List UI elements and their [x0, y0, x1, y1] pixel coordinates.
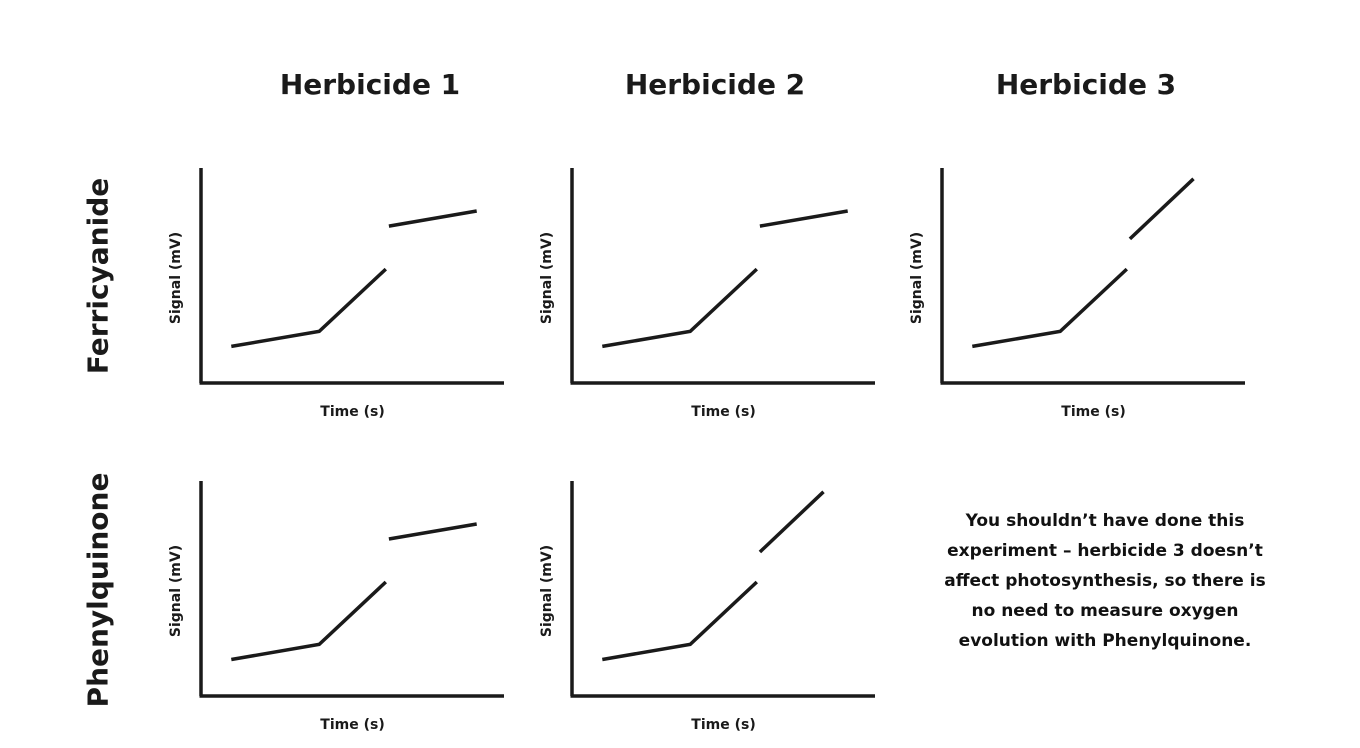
y-axis-label: Signal (mV): [909, 232, 925, 324]
y-axis-label: Signal (mV): [539, 232, 555, 324]
column-header-herbicide-1: Herbicide 1: [279, 68, 461, 101]
series-segment-1: [602, 580, 758, 662]
series-segment-2: [758, 490, 825, 554]
series-segment-2: [1128, 177, 1195, 241]
y-axis-label: Signal (mV): [168, 232, 184, 324]
x-axis-label: Time (s): [320, 404, 384, 420]
series-segment-1: [231, 267, 387, 349]
series-segment-2: [759, 209, 848, 228]
column-header-herbicide-2: Herbicide 2: [624, 68, 806, 101]
chart-panel-2: Time (s) Signal (mV): [539, 168, 875, 420]
series-segment-2: [388, 209, 477, 228]
series-segment-1: [602, 267, 758, 349]
chart-panel-5: Time (s) Signal (mV): [539, 481, 875, 733]
series-segment-2: [388, 522, 477, 541]
chart-panel-4: Time (s) Signal (mV): [168, 481, 504, 733]
y-axis-label: Signal (mV): [539, 545, 555, 637]
x-axis-label: Time (s): [320, 717, 384, 733]
series-segment-1: [231, 580, 387, 662]
y-axis-label: Signal (mV): [168, 545, 184, 637]
x-axis-label: Time (s): [691, 404, 755, 420]
series-segment-1: [972, 267, 1128, 349]
column-header-herbicide-3: Herbicide 3: [995, 68, 1177, 101]
chart-panel-3: Time (s) Signal (mV): [909, 168, 1245, 420]
chart-panel-1: Time (s) Signal (mV): [168, 168, 504, 420]
x-axis-label: Time (s): [691, 717, 755, 733]
x-axis-label: Time (s): [1061, 404, 1125, 420]
note-text: You shouldn’t have done this experiment …: [944, 511, 1266, 651]
